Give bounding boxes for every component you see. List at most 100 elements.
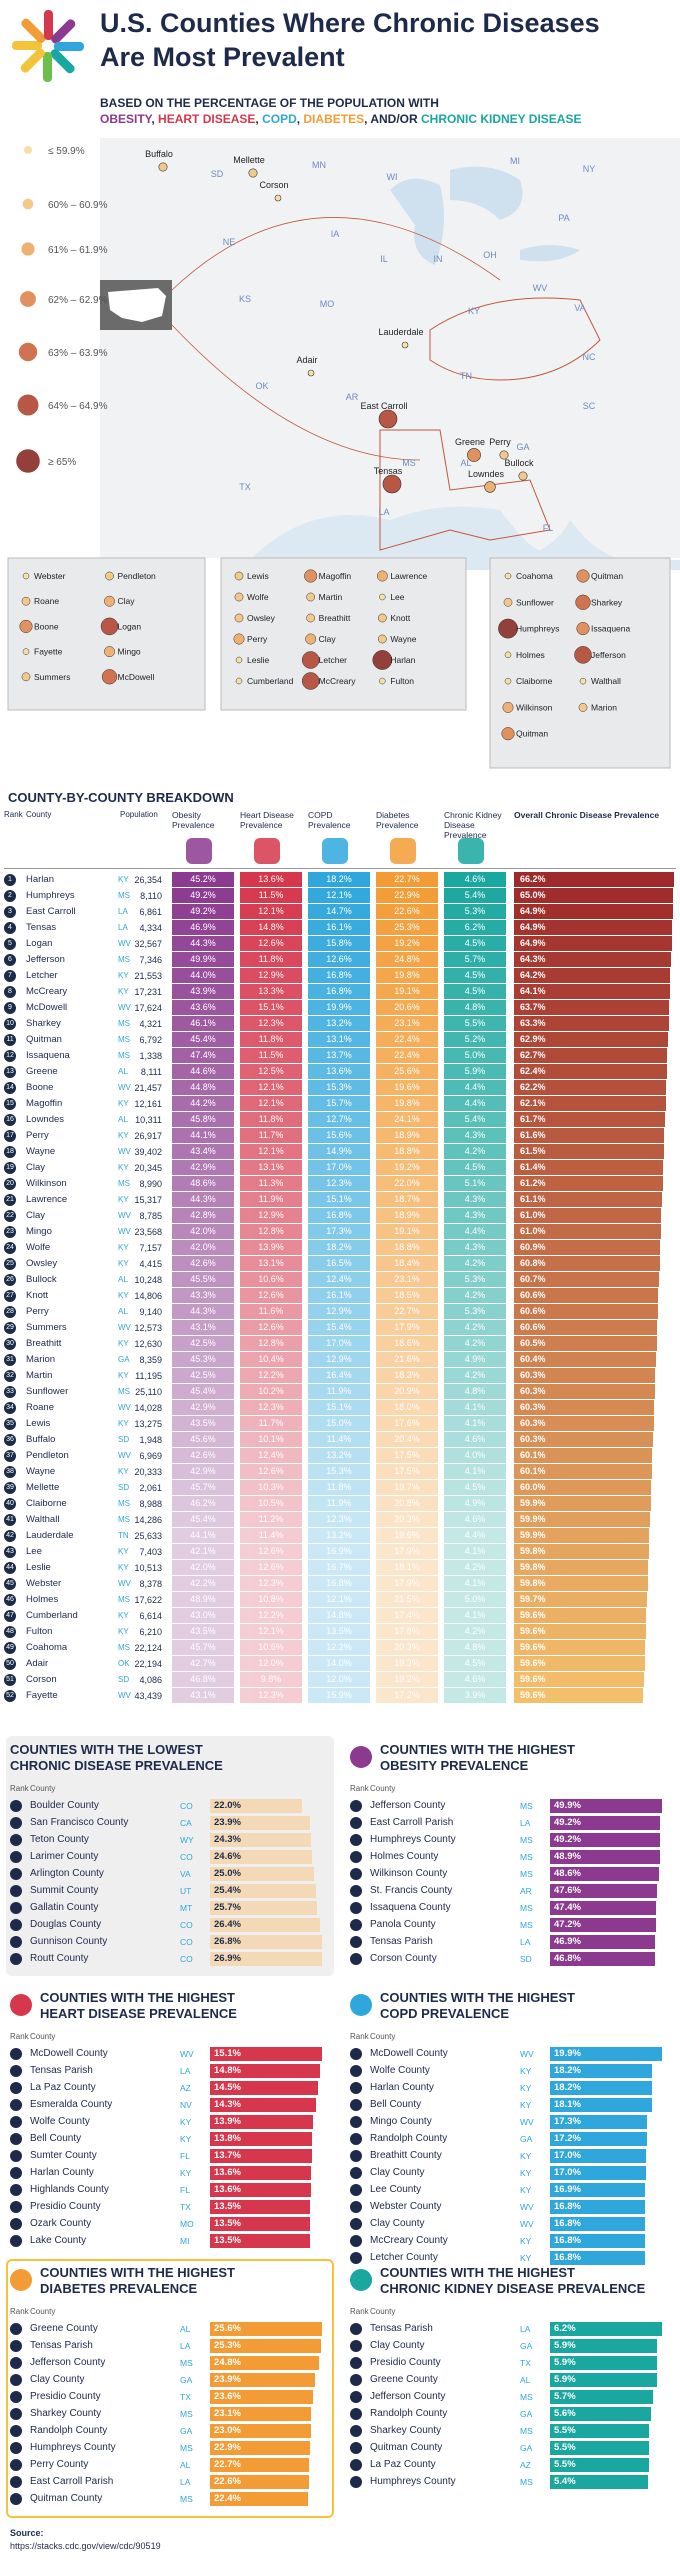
cell: 5.1% bbox=[444, 1176, 506, 1191]
county: Knott bbox=[26, 1290, 49, 1301]
population: 4,415 bbox=[139, 1259, 162, 1269]
rank bbox=[10, 2235, 22, 2247]
county-label: Breathitt bbox=[319, 613, 351, 623]
county-label: Corson bbox=[259, 180, 288, 190]
cell: 11.8% bbox=[240, 1032, 302, 1047]
state: MS bbox=[520, 1835, 533, 1845]
bar bbox=[550, 2149, 646, 2163]
overall-bar: 60.3% bbox=[514, 1416, 654, 1431]
county: St. Francis County bbox=[370, 1885, 453, 1896]
cell: 14.7% bbox=[308, 904, 370, 919]
cell: 45.3% bbox=[172, 1352, 234, 1367]
state: KY bbox=[118, 1467, 129, 1476]
cell: 44.6% bbox=[172, 1064, 234, 1079]
state: SD bbox=[118, 1435, 130, 1444]
county-marker bbox=[579, 677, 587, 685]
county-label: Perry bbox=[247, 634, 268, 644]
population: 8,988 bbox=[139, 1499, 162, 1509]
column-icon bbox=[390, 838, 416, 864]
cell: 42.9% bbox=[172, 1400, 234, 1415]
value-label: 16.9% bbox=[554, 2184, 581, 2195]
county-label: Bullock bbox=[504, 458, 534, 468]
column-header: Rank bbox=[4, 810, 23, 819]
cell: 43.9% bbox=[172, 984, 234, 999]
state: MS bbox=[180, 2494, 193, 2504]
title: Are Most Prevalent bbox=[100, 42, 345, 72]
county: Perry bbox=[26, 1306, 49, 1317]
cell: 17.2% bbox=[376, 1688, 438, 1703]
rank: 2 bbox=[4, 890, 16, 902]
cell: 4.2% bbox=[444, 1256, 506, 1271]
cell: 5.3% bbox=[444, 904, 506, 919]
cell: 12.9% bbox=[308, 1352, 370, 1367]
county-label: Wayne bbox=[390, 634, 416, 644]
overall-bar: 64.3% bbox=[514, 952, 671, 967]
cell: 22.6% bbox=[376, 904, 438, 919]
county-label: Sunflower bbox=[516, 597, 554, 607]
state: TX bbox=[180, 2392, 191, 2402]
value-label: 23.6% bbox=[214, 2391, 241, 2402]
overall-bar: 60.9% bbox=[514, 1240, 661, 1255]
state: LA bbox=[118, 907, 128, 916]
subtitle-part: CHRONIC KIDNEY DISEASE bbox=[420, 112, 582, 126]
state: KY bbox=[180, 2117, 192, 2127]
rank bbox=[10, 1919, 22, 1931]
bar bbox=[550, 2251, 645, 2265]
county: Logan bbox=[26, 938, 53, 949]
county: Wayne bbox=[26, 1146, 56, 1157]
county-marker bbox=[484, 481, 496, 493]
county: Lawrence bbox=[26, 1194, 68, 1205]
county: Tensas Parish bbox=[370, 2323, 433, 2334]
population: 1,338 bbox=[139, 1051, 162, 1061]
state: KY bbox=[180, 2168, 192, 2178]
value-label: 13.5% bbox=[214, 2201, 241, 2212]
column-header: Heart Disease Prevalence bbox=[240, 810, 294, 830]
legend-swatch bbox=[21, 242, 35, 256]
overall-bar: 60.0% bbox=[514, 1480, 652, 1495]
rank bbox=[10, 2340, 22, 2352]
rank bbox=[350, 1885, 362, 1897]
county-marker bbox=[518, 471, 528, 481]
county: Lauderdale bbox=[26, 1530, 74, 1541]
bar bbox=[210, 2356, 319, 2370]
cell: 12.2% bbox=[308, 1640, 370, 1655]
bar bbox=[550, 1935, 656, 1949]
state: AL bbox=[180, 2324, 191, 2334]
county: Harlan County bbox=[30, 2167, 94, 2178]
county-label: Perry bbox=[489, 437, 511, 447]
cell: 4.3% bbox=[444, 1240, 506, 1255]
value-label: 18.2% bbox=[554, 2082, 581, 2093]
population: 17,231 bbox=[134, 987, 162, 997]
bar bbox=[210, 2149, 312, 2163]
cell: 45.7% bbox=[172, 1640, 234, 1655]
county: Greene bbox=[26, 1066, 58, 1077]
state: CO bbox=[180, 1937, 193, 1947]
great-lakes bbox=[390, 166, 580, 265]
county: Jefferson County bbox=[370, 1800, 446, 1811]
rank bbox=[10, 1851, 22, 1863]
inset bbox=[220, 557, 467, 711]
rank: 17 bbox=[4, 1130, 16, 1142]
rank bbox=[350, 2099, 362, 2111]
county-marker bbox=[576, 569, 590, 583]
state: MS bbox=[118, 1595, 130, 1604]
county: Gallatin County bbox=[30, 1902, 99, 1913]
column-header: COPD Prevalence bbox=[308, 810, 351, 830]
population: 20,345 bbox=[134, 1163, 162, 1173]
cell: 18.9% bbox=[376, 1128, 438, 1143]
county: Tensas Parish bbox=[30, 2340, 93, 2351]
population: 6,969 bbox=[139, 1451, 162, 1461]
population: 43,439 bbox=[134, 1691, 162, 1701]
overall-bar: 59.9% bbox=[514, 1512, 650, 1527]
county: Mellette bbox=[26, 1482, 60, 1493]
cell: 43.4% bbox=[172, 1144, 234, 1159]
state: WV bbox=[520, 2202, 534, 2212]
rank bbox=[10, 2116, 22, 2128]
rank: 7 bbox=[4, 970, 16, 982]
county-marker bbox=[504, 651, 512, 659]
county-marker bbox=[101, 669, 118, 685]
region-outline bbox=[429, 297, 601, 381]
population: 13,275 bbox=[134, 1419, 162, 1429]
cell: 18.2% bbox=[308, 1240, 370, 1255]
cell: 16.4% bbox=[308, 1368, 370, 1383]
